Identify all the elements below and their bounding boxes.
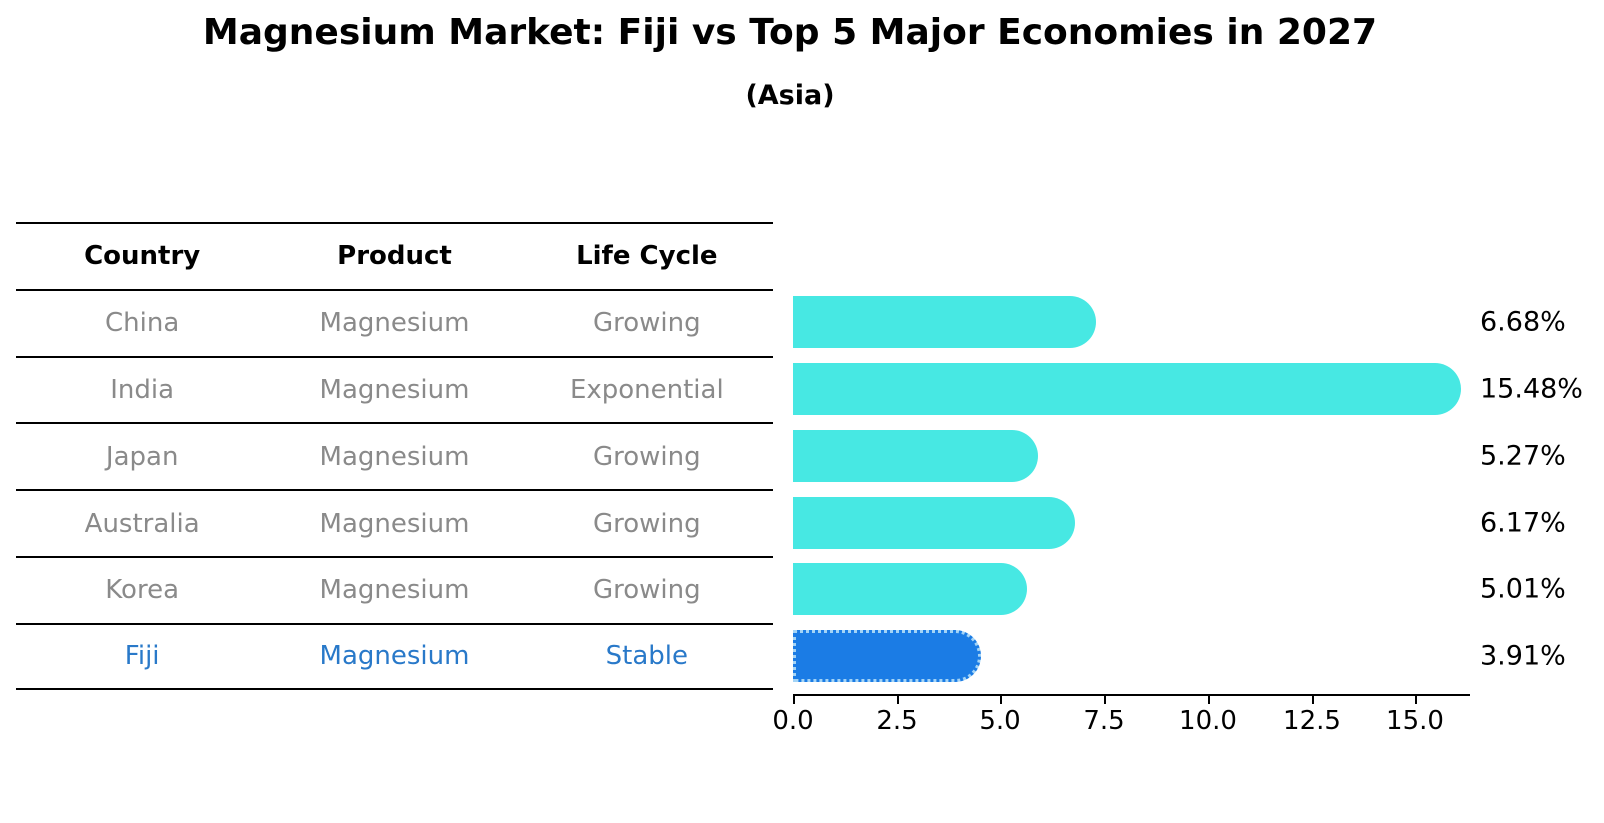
table-row-korea: Korea Magnesium Growing [16, 555, 773, 623]
x-axis-tick [793, 694, 795, 704]
value-label-india: 15.48% [1480, 373, 1583, 405]
table-row-japan: Japan Magnesium Growing [16, 422, 773, 489]
country-table: Country Product Life Cycle China Magnesi… [16, 222, 773, 690]
table-cell-product: Magnesium [319, 308, 470, 339]
x-axis-tick [1104, 694, 1106, 704]
table-header-product: Product [337, 241, 452, 272]
table-cell-product: Magnesium [319, 441, 470, 472]
value-label-australia: 6.17% [1480, 507, 1566, 539]
x-axis-tick-label: 5.0 [979, 706, 1021, 736]
table-cell-country: Fiji [124, 641, 160, 672]
x-axis-tick-label: 12.5 [1283, 706, 1341, 736]
table-cell-lifecycle: Exponential [569, 374, 724, 405]
table-cell-lifecycle: Growing [592, 441, 701, 472]
table-cell-country: Japan [105, 441, 179, 472]
bar-india [793, 363, 1461, 415]
value-label-fiji: 3.91% [1480, 640, 1566, 672]
table-header-row: Country Product Life Cycle [16, 222, 773, 289]
bar-korea [793, 563, 1027, 616]
table-row-fiji: Fiji Magnesium Stable [16, 622, 773, 690]
table-header-lifecycle: Life Cycle [576, 241, 718, 272]
x-axis-tick-label: 2.5 [876, 706, 918, 736]
table-cell-lifecycle: Stable [605, 641, 688, 672]
table-row-india: India Magnesium Exponential [16, 355, 773, 423]
table-cell-lifecycle: Growing [592, 508, 701, 539]
x-axis-tick-label: 15.0 [1386, 706, 1444, 736]
value-label-korea: 5.01% [1480, 573, 1566, 605]
table-cell-product: Magnesium [319, 508, 470, 539]
table-cell-product: Magnesium [319, 374, 470, 405]
value-label-japan: 5.27% [1480, 440, 1566, 472]
x-axis-tick-label: 0.0 [772, 706, 814, 736]
table-cell-lifecycle: Growing [592, 308, 701, 339]
chart-title: Magnesium Market: Fiji vs Top 5 Major Ec… [202, 12, 1378, 53]
bar-fiji [793, 630, 981, 683]
table-header-country: Country [84, 241, 201, 272]
table-row-china: China Magnesium Growing [16, 288, 773, 356]
table-cell-lifecycle: Growing [592, 575, 701, 606]
x-axis-line [793, 694, 1470, 696]
table-cell-country: Korea [105, 575, 180, 606]
table-cell-country: India [110, 374, 175, 405]
table-cell-product: Magnesium [319, 575, 470, 606]
bar-japan [793, 429, 1038, 482]
x-axis-tick [897, 694, 899, 704]
table-cell-country: Australia [84, 508, 200, 539]
x-axis-tick [1415, 694, 1417, 704]
chart-subtitle: (Asia) [745, 80, 835, 111]
table-cell-country: China [105, 308, 180, 339]
table-cell-product: Magnesium [319, 641, 470, 672]
x-axis-tick [1312, 694, 1314, 704]
x-axis-tick-label: 7.5 [1083, 706, 1125, 736]
value-label-china: 6.68% [1480, 306, 1566, 338]
bar-australia [793, 496, 1075, 549]
table-row-australia: Australia Magnesium Growing [16, 489, 773, 556]
x-axis-tick [1208, 694, 1210, 704]
x-axis-tick-label: 10.0 [1179, 706, 1237, 736]
bar-china [793, 296, 1096, 349]
x-axis-tick [1000, 694, 1002, 704]
